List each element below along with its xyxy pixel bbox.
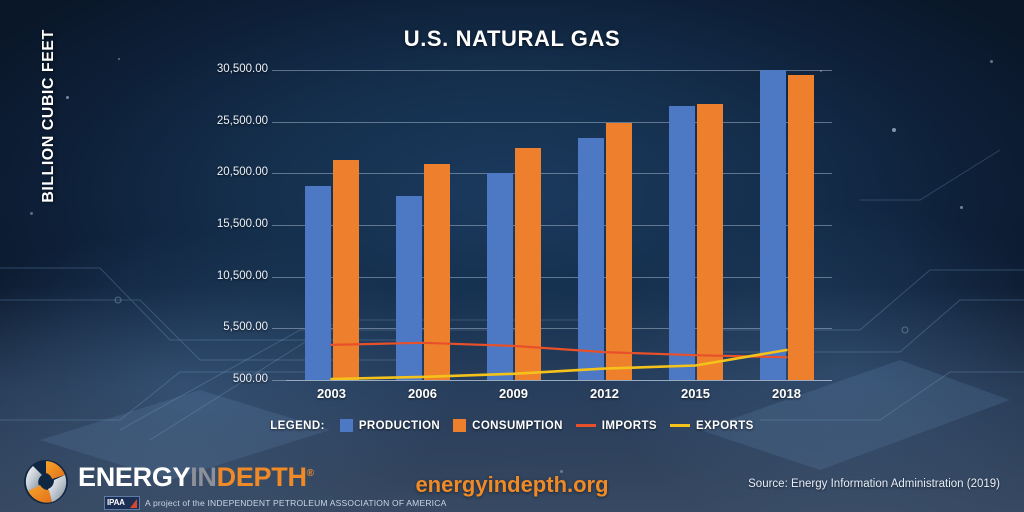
bar-production-2015 xyxy=(668,106,695,380)
legend-item-consumption[interactable]: CONSUMPTION xyxy=(453,419,563,432)
source-note: Source: Energy Information Administratio… xyxy=(748,478,1000,490)
x-axis-tick-label: 2006 xyxy=(408,386,437,401)
y-axis-tick-label: 10,500.00 xyxy=(216,269,268,282)
background-dot xyxy=(990,60,993,63)
bar-production-2018 xyxy=(759,70,786,380)
background-glow-left xyxy=(0,230,461,512)
legend-item-exports[interactable]: EXPORTS xyxy=(669,419,754,432)
ipaa-badge-icon: IPAA xyxy=(104,496,140,510)
chart-panel: U.S. NATURAL GAS BILLION CUBIC FEET 500.… xyxy=(0,26,1024,432)
footer: ENERGYINDEPTH® IPAA A project of the IND… xyxy=(0,450,1024,512)
background-dot xyxy=(30,212,33,215)
legend-swatch-icon xyxy=(453,419,467,432)
gridline xyxy=(272,225,832,226)
line-series-group xyxy=(330,341,788,380)
x-axis-tick-label: 2015 xyxy=(681,386,710,401)
logo-wordmark: ENERGYINDEPTH® xyxy=(78,464,446,491)
legend-item-production[interactable]: PRODUCTION xyxy=(339,419,441,432)
bar-production-2003 xyxy=(304,185,331,380)
background-dot xyxy=(892,128,896,132)
background-dot xyxy=(960,206,963,209)
legend-item-label: CONSUMPTION xyxy=(472,419,563,432)
chart-title: U.S. NATURAL GAS xyxy=(403,26,621,51)
ipaa-badge-triangle xyxy=(130,499,137,508)
gridline xyxy=(272,173,832,175)
logo-text: ENERGYINDEPTH® IPAA A project of the IND… xyxy=(78,458,446,510)
logo-swirl-icon xyxy=(22,458,70,506)
logo-tagline: A project of the INDEPENDENT PETROLEUM A… xyxy=(145,498,447,508)
legend-swatch-icon xyxy=(339,419,353,432)
x-axis-tick-label: 2003 xyxy=(317,386,346,401)
x-axis-line xyxy=(286,380,832,381)
y-axis-tick-label: 15,500.00 xyxy=(216,218,268,230)
plot-area xyxy=(272,70,832,381)
bar-consumption-2012 xyxy=(605,122,632,380)
bar-consumption-2018 xyxy=(787,75,814,380)
chart-legend: LEGEND: PRODUCTION CONSUMPTION IMPORTS EXPO… xyxy=(0,419,1024,432)
background-dot xyxy=(560,470,563,473)
y-axis-tick-label: 25,500.00 xyxy=(216,114,268,127)
legend-label: LEGEND: xyxy=(270,419,325,432)
y-axis-tick-label: 500.00 xyxy=(232,373,268,385)
x-axis-tick-label: 2012 xyxy=(590,386,619,401)
background-dot xyxy=(820,70,822,72)
gridline xyxy=(272,328,832,330)
logo-word-depth: DEPTH xyxy=(216,462,307,492)
x-axis-tick-label: 2009 xyxy=(499,386,528,401)
y-axis-tick-label: 30,500.00 xyxy=(216,63,268,75)
gridline xyxy=(272,121,832,123)
bar-consumption-2009 xyxy=(514,147,541,380)
bar-production-2012 xyxy=(577,138,604,380)
logo-word-in: IN xyxy=(190,462,217,492)
logo-tagline-row: IPAA A project of the INDEPENDENT PETROL… xyxy=(104,496,446,510)
legend-line-icon xyxy=(669,424,690,427)
y-axis-tick-label: 20,500.00 xyxy=(216,166,268,179)
site-url[interactable]: energyindepth.org xyxy=(415,472,609,497)
exports-line xyxy=(330,348,788,380)
gridline xyxy=(272,276,832,278)
legend-item-label: EXPORTS xyxy=(695,419,754,432)
registered-trademark-symbol: ® xyxy=(306,468,314,479)
bar-production-2006 xyxy=(395,196,422,380)
y-axis-title: BILLION CUBIC FEET xyxy=(40,29,57,203)
ipaa-badge-text: IPAA xyxy=(107,498,125,507)
logo-word-energy: ENERGY xyxy=(78,462,191,492)
energy-in-depth-logo[interactable]: ENERGYINDEPTH® IPAA A project of the IND… xyxy=(22,458,446,510)
bar-consumption-2015 xyxy=(696,104,723,380)
imports-line xyxy=(330,341,788,359)
background-dot xyxy=(66,96,69,99)
legend-item-imports[interactable]: IMPORTS xyxy=(575,419,657,432)
x-axis-tick-label: 2018 xyxy=(772,386,801,401)
legend-item-label: PRODUCTION xyxy=(358,419,441,432)
background-dot xyxy=(118,58,120,60)
y-axis-tick-label: 5,500.00 xyxy=(223,321,268,334)
legend-line-icon xyxy=(575,424,596,427)
legend-item-label: IMPORTS xyxy=(601,419,657,432)
gridline xyxy=(272,70,832,71)
